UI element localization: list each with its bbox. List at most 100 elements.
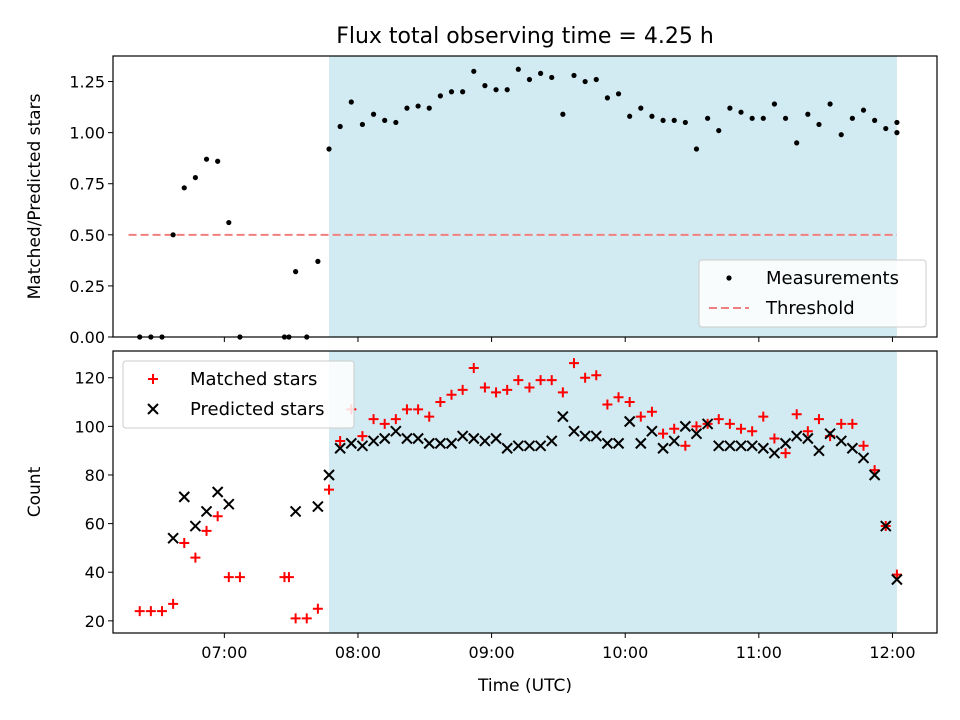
matched-point <box>513 375 524 386</box>
data-point <box>827 101 833 107</box>
legend-label: Threshold <box>765 298 855 319</box>
matched-point <box>658 428 669 439</box>
predicted-point <box>568 425 580 437</box>
data-point <box>393 119 399 126</box>
data-point <box>627 113 633 119</box>
matched-point <box>401 404 412 415</box>
matched-point <box>869 465 880 476</box>
legend-label: Measurements <box>766 268 899 289</box>
predicted-point <box>501 442 513 454</box>
predicted-point <box>724 440 736 452</box>
predicted-point <box>312 500 324 513</box>
matched-point <box>379 418 390 429</box>
predicted-point <box>757 442 769 454</box>
predicted-point <box>401 432 413 445</box>
matched-point <box>201 525 212 536</box>
predicted-point <box>735 440 747 452</box>
matched-point <box>568 358 579 369</box>
matched-point <box>312 603 323 614</box>
data-point <box>515 66 521 72</box>
data-point <box>872 117 878 123</box>
axes-frame <box>112 55 938 338</box>
matched-point <box>813 414 824 425</box>
predicted-point <box>802 432 814 445</box>
matched-point <box>390 414 401 425</box>
data-point <box>560 111 566 117</box>
matched-point <box>223 572 234 583</box>
predicted-point <box>790 430 803 442</box>
predicted-point <box>523 440 536 452</box>
matched-point <box>491 387 502 398</box>
predicted-point <box>557 410 569 423</box>
ratio-panel: 0.00 0.25 0.50 0.75 1.00 1.25 Matched/Predicte… <box>25 24 938 347</box>
matched-point <box>736 423 747 434</box>
matched-point <box>335 435 346 446</box>
data-point <box>571 72 577 79</box>
predicted-point <box>746 440 758 452</box>
predicted-point <box>490 432 502 445</box>
y-tick-label: 40 <box>85 563 105 582</box>
data-point <box>604 95 611 101</box>
y-tick-label: 20 <box>85 612 105 631</box>
data-point <box>638 105 644 111</box>
data-point <box>738 109 744 115</box>
matched-point <box>791 409 802 420</box>
y-tick-label: 0.25 <box>69 277 105 296</box>
data-point <box>883 125 889 132</box>
predicted-point <box>835 435 847 447</box>
data-point <box>794 140 800 146</box>
predicted-point <box>880 520 892 532</box>
data-point <box>816 121 822 128</box>
data-point <box>337 123 343 130</box>
matched-point <box>858 440 869 451</box>
x-tick-label: 12:00 <box>869 643 915 662</box>
predicted-point <box>334 442 346 454</box>
legend-marker <box>148 374 158 384</box>
data-point <box>192 174 198 181</box>
matched-point <box>691 421 702 432</box>
matched-point <box>591 370 602 381</box>
predicted-point <box>289 505 302 518</box>
matched-point <box>234 572 245 583</box>
predicted-point <box>701 418 714 430</box>
data-point <box>426 105 432 111</box>
matched-point <box>190 552 201 563</box>
predicted-point <box>579 430 591 442</box>
data-point <box>293 269 299 275</box>
data-point <box>215 158 221 164</box>
legend-marker <box>726 275 732 281</box>
data-point <box>170 232 176 238</box>
matched-point <box>624 397 635 408</box>
data-point <box>493 87 499 93</box>
matched-point <box>847 418 858 429</box>
data-point <box>537 70 544 76</box>
matched-point <box>424 411 435 422</box>
predicted-point <box>200 505 213 518</box>
y-axis-label: Matched/Predicted stars <box>25 93 45 299</box>
predicted-point <box>635 437 647 450</box>
data-point <box>693 146 700 152</box>
predicted-point <box>546 435 558 447</box>
data-point <box>615 91 622 97</box>
data-point <box>326 146 332 152</box>
matched-point <box>646 406 657 417</box>
legend-label: Matched stars <box>190 369 317 390</box>
matched-point <box>557 387 568 398</box>
matched-point <box>669 423 680 434</box>
data-point <box>660 117 666 123</box>
matched-point <box>368 414 379 425</box>
data-point <box>682 119 688 126</box>
matched-point <box>546 375 557 386</box>
predicted-point <box>423 437 435 450</box>
x-tick-label: 11:00 <box>736 643 782 662</box>
matched-point <box>301 613 312 624</box>
data-point <box>749 115 755 121</box>
predicted-point <box>657 442 669 454</box>
predicted-point <box>345 437 357 450</box>
data-point <box>226 219 232 226</box>
data-point <box>649 113 655 119</box>
predicted-point <box>857 452 870 464</box>
data-point <box>415 103 421 109</box>
predicted-point <box>456 430 469 442</box>
matched-point <box>324 484 335 495</box>
